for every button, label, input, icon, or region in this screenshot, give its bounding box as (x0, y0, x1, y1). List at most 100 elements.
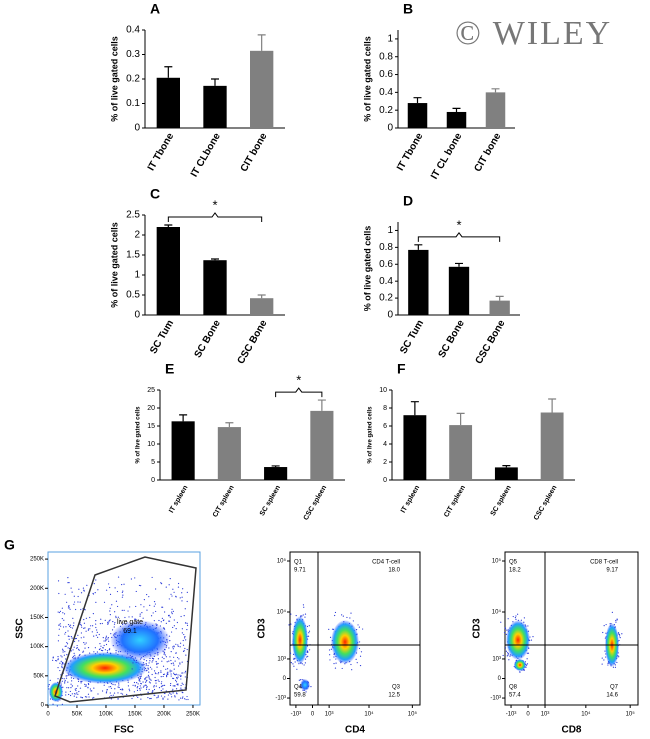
y-tick-label: 4 (383, 441, 387, 448)
density-dot (67, 582, 69, 584)
x-tick-label: 100K (99, 712, 113, 718)
x-tick-label: CIT bone (472, 131, 503, 174)
density-dot (308, 649, 311, 651)
density-dot (173, 646, 175, 648)
density-dot (611, 611, 613, 613)
density-blob (63, 652, 147, 684)
bar (407, 103, 428, 128)
density-dot (134, 685, 136, 687)
bar (203, 260, 227, 315)
density-dot (103, 640, 105, 642)
density-dot (182, 639, 184, 642)
density-dot (334, 614, 336, 617)
density-dot (512, 615, 514, 618)
density-dot (149, 682, 151, 684)
x-tick-label: 50K (72, 712, 83, 718)
density-dot (146, 687, 148, 689)
density-dot (111, 629, 114, 631)
density-dot (182, 672, 184, 674)
density-dot (168, 647, 170, 649)
density-dot (172, 626, 174, 629)
x-tick-label: IT CL bone (429, 131, 464, 181)
density-dot (148, 596, 150, 598)
density-dot (131, 616, 133, 618)
density-dot (616, 661, 618, 664)
density-dot (527, 652, 530, 654)
y-tick-label: 0 (387, 123, 393, 134)
density-dot (133, 691, 135, 693)
density-dot (148, 678, 150, 680)
density-dot (175, 628, 177, 630)
y-tick-label: 1.5 (126, 250, 140, 261)
density-dot (172, 648, 174, 650)
density-dot (80, 592, 83, 594)
y-tick-label: 0 (498, 676, 502, 682)
y-tick-label: 0 (134, 310, 140, 321)
panel-label: G (4, 537, 15, 553)
density-dot (506, 652, 509, 654)
density-dot (158, 687, 161, 689)
density-dot (87, 647, 90, 649)
density-dot (79, 687, 82, 689)
density-dot (85, 685, 87, 687)
density-dot (147, 667, 149, 669)
y-tick-label: 0 (383, 477, 387, 484)
density-dot (102, 647, 104, 649)
y-axis-label: % of live gated cells (368, 406, 374, 464)
density-dot (70, 650, 72, 652)
y-tick-label: 1 (134, 270, 140, 281)
y-tick-label: 25 (147, 387, 155, 394)
density-dot (186, 648, 188, 651)
density-dot (185, 654, 187, 656)
density-dot (56, 660, 58, 662)
density-dot (173, 619, 175, 621)
error-bar (502, 465, 511, 468)
bar (403, 415, 427, 480)
significance-label: * (212, 197, 217, 212)
quadrant-name: Q3 (392, 685, 401, 691)
y-axis-label: % of live gated cells (109, 36, 119, 122)
density-dot (616, 618, 618, 620)
error-bar (257, 34, 266, 51)
density-dot (160, 582, 162, 584)
density-dot (128, 616, 130, 618)
density-dot (73, 603, 75, 605)
error-bar (413, 97, 422, 104)
density-dot (143, 599, 145, 601)
density-dot (52, 703, 54, 705)
density-dot (133, 659, 135, 661)
density-dot (170, 662, 172, 665)
density-dot (62, 651, 64, 653)
bar (203, 85, 227, 128)
density-dot (304, 613, 307, 615)
density-dot (65, 626, 67, 628)
density-dot (153, 685, 155, 687)
x-axis-label: FSC (114, 725, 134, 736)
density-dot (97, 693, 99, 695)
density-dot (341, 614, 343, 616)
density-dot (154, 603, 157, 605)
density-dot (104, 619, 106, 622)
density-dot (66, 641, 68, 644)
density-dot (48, 683, 50, 686)
density-dot (156, 662, 158, 664)
density-dot (177, 676, 179, 678)
y-tick-label: 0.8 (379, 51, 393, 62)
density-dot (182, 644, 185, 646)
density-dot (135, 590, 137, 593)
density-dot (105, 639, 107, 641)
density-dot (166, 672, 168, 674)
density-dot (118, 686, 120, 689)
density-dot (129, 690, 131, 692)
density-dot (79, 601, 81, 603)
density-dot (106, 691, 108, 693)
quadrant-value: 9.17 (606, 568, 618, 574)
density-dot (72, 649, 74, 651)
density-dot (71, 591, 73, 593)
bar (449, 425, 473, 480)
density-dot (333, 656, 335, 658)
density-dot (148, 688, 150, 691)
density-dot (65, 675, 67, 677)
density-dot (172, 688, 174, 690)
density-dot (122, 590, 124, 592)
